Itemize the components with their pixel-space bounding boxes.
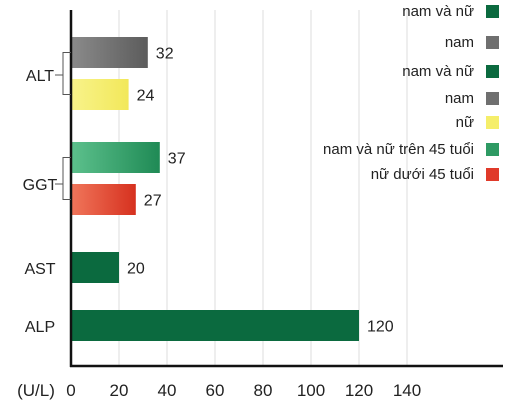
- bar-value-label: 120: [367, 319, 394, 336]
- x-tick-label: 60: [206, 381, 225, 400]
- bar-value-label: 32: [156, 46, 174, 63]
- legend-swatch: [486, 92, 499, 105]
- x-tick-label: 20: [110, 381, 129, 400]
- legend: nam và nữ nam nam và nữ nam nữ nam và nữ trên…: [323, 3, 499, 183]
- bar-value-label: 27: [144, 193, 162, 210]
- legend-swatch: [486, 143, 499, 156]
- category-label-ggt: GGT: [23, 177, 58, 194]
- bar-alt-2: [72, 79, 129, 110]
- bars: [72, 37, 359, 341]
- legend-swatch: [486, 36, 499, 49]
- category-label-alt: ALT: [26, 68, 54, 85]
- axes: [55, 10, 503, 368]
- legend-label: nữ dưới 45 tuổi: [371, 166, 474, 183]
- grid: [118, 10, 408, 366]
- category-bracket: [62, 157, 71, 200]
- category-label-ast: AST: [24, 261, 55, 278]
- legend-label: nam và nữ trên 45 tuổi: [323, 141, 474, 158]
- legend-label: nam và nữ: [402, 3, 474, 20]
- x-tick-label: 80: [254, 381, 273, 400]
- bar-alp-1: [72, 310, 359, 341]
- legend-swatch: [486, 168, 499, 181]
- bar-ggt-2: [72, 184, 136, 215]
- x-tick-label: 40: [158, 381, 177, 400]
- axis-unit-label: (U/L): [17, 381, 55, 400]
- bar-value-label: 24: [137, 88, 155, 105]
- bar-value-label: 37: [168, 151, 186, 168]
- category-label-alp: ALP: [25, 319, 55, 336]
- legend-swatch: [486, 116, 499, 129]
- bar-alt-1: [72, 37, 148, 68]
- labels: 0 20 40 60 80 100 120 140 (U/L) ALT 32 24 GGT 37 27 AST…: [17, 46, 421, 401]
- legend-swatch: [486, 65, 499, 78]
- legend-label: nam: [445, 90, 474, 107]
- legend-label: nam: [445, 34, 474, 51]
- bar-ggt-1: [72, 142, 160, 173]
- x-tick-label: 100: [297, 381, 325, 400]
- x-tick-label: 0: [66, 381, 75, 400]
- legend-swatch: [486, 5, 499, 18]
- bar-value-label: 20: [127, 261, 145, 278]
- legend-label: nữ: [456, 114, 474, 131]
- category-bracket: [62, 52, 71, 95]
- x-tick-label: 140: [393, 381, 421, 400]
- x-tick-label: 120: [345, 381, 373, 400]
- legend-label: nam và nữ: [402, 63, 474, 80]
- bar-ast-1: [72, 252, 119, 283]
